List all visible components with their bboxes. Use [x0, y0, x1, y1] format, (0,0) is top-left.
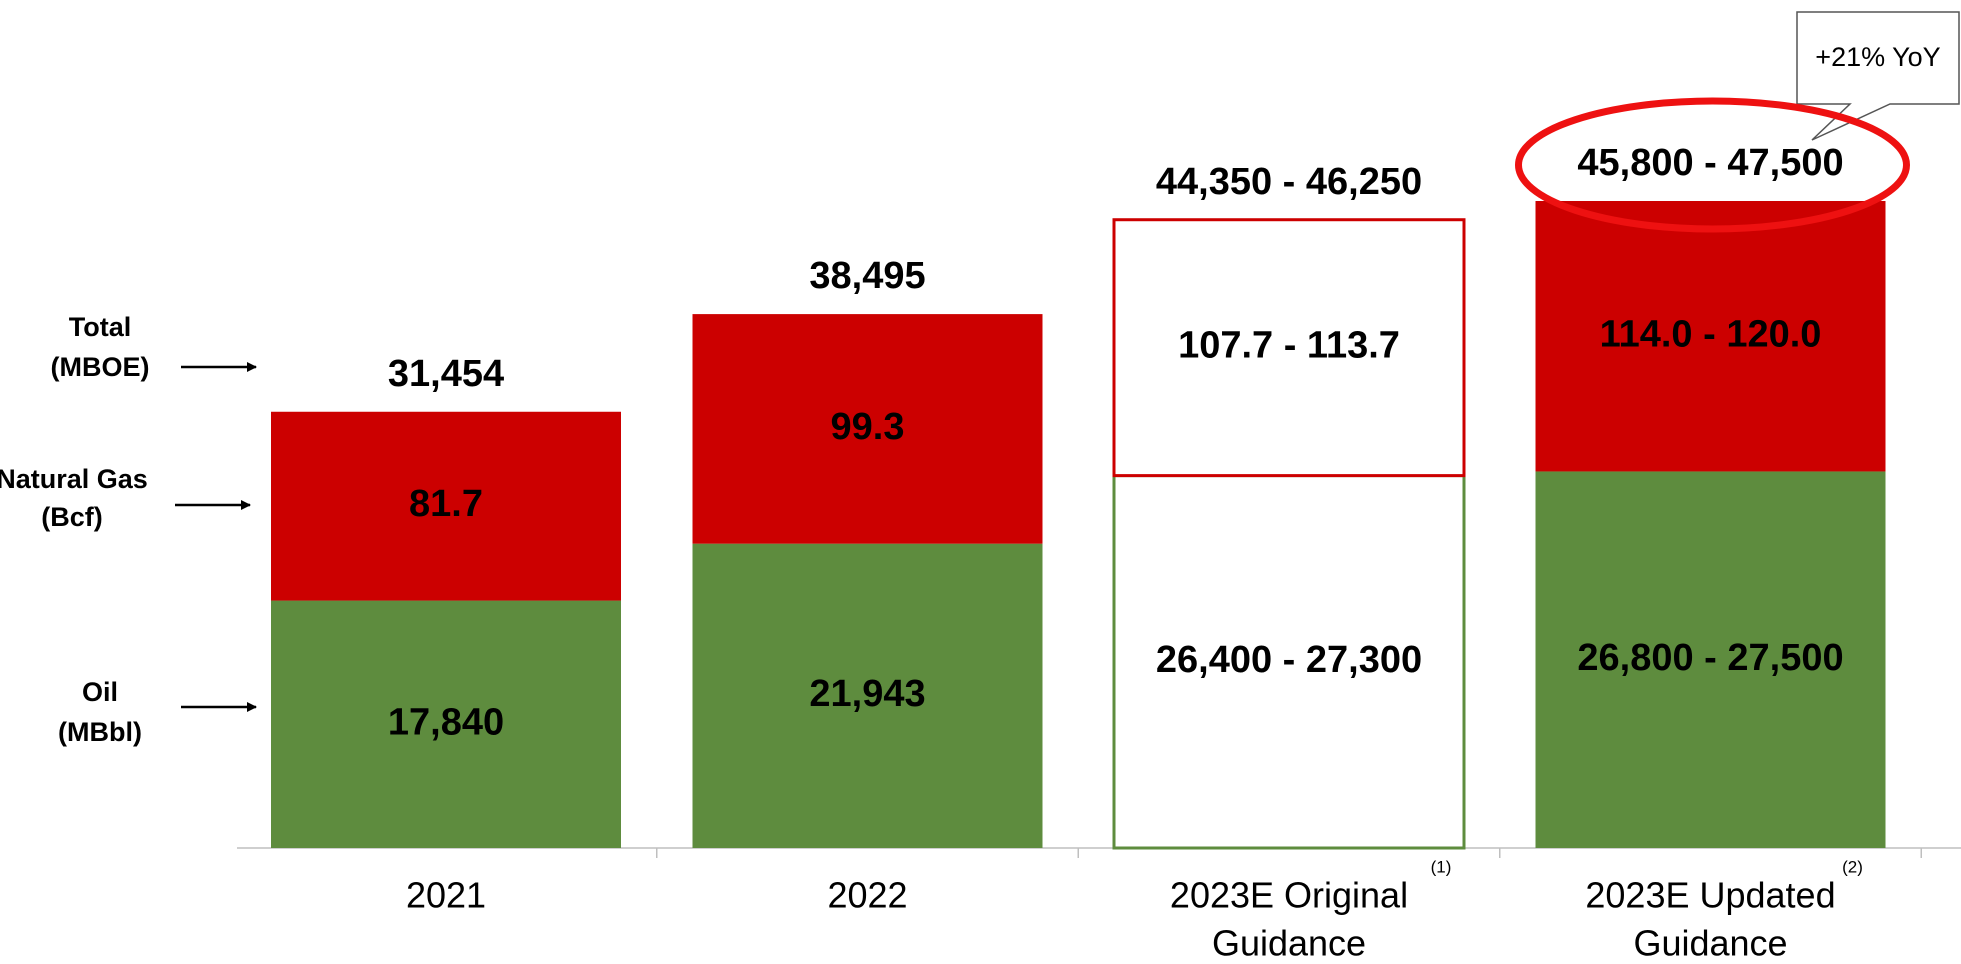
bar-segment — [271, 411, 621, 601]
x-tick-label: 2022 — [827, 875, 907, 916]
x-tick-label: 2021 — [406, 875, 486, 916]
highlight-ring — [1515, 97, 1910, 233]
data-label: 26,800 - 27,500 — [1577, 637, 1843, 679]
bar-segment — [271, 600, 621, 848]
data-label: 114.0 - 120.0 — [1600, 313, 1822, 355]
data-label: 17,840 — [388, 701, 504, 743]
total-unit: (MBOE) — [51, 352, 150, 382]
total-label: 44,350 - 46,250 — [1156, 161, 1422, 203]
bar-segment — [1535, 201, 1886, 472]
footnote-mark: (2) — [1842, 857, 1863, 876]
callout-text: +21% YoY — [1815, 42, 1940, 72]
oil-unit: (MBbl) — [58, 717, 142, 747]
x-tick-label: 2023E Original — [1170, 875, 1408, 916]
footnote-mark: (1) — [1431, 857, 1452, 876]
data-label: 81.7 — [409, 483, 483, 525]
data-label: 26,400 - 27,300 — [1156, 639, 1422, 681]
bar-segment — [692, 314, 1043, 544]
callout-box — [1796, 11, 1960, 141]
total-label: 38,495 — [809, 255, 925, 297]
x-tick-label: 2023E Updated — [1585, 875, 1835, 916]
data-label: 99.3 — [831, 406, 905, 448]
x-tick-label: Guidance — [1633, 923, 1787, 964]
total-label: 45,800 - 47,500 — [1577, 142, 1843, 184]
total-label: Total — [69, 312, 132, 342]
oil-label: Oil — [82, 677, 118, 707]
gas-unit: (Bcf) — [41, 502, 103, 532]
data-label: 107.7 - 113.7 — [1178, 325, 1400, 367]
x-tick-label: Guidance — [1212, 923, 1366, 964]
bar-segment — [1535, 471, 1886, 848]
bar-segment — [692, 543, 1043, 848]
gas-label: Natural Gas — [0, 464, 148, 494]
bar-segment — [1112, 218, 1466, 478]
total-label: 31,454 — [388, 353, 504, 395]
data-label: 21,943 — [809, 673, 925, 715]
